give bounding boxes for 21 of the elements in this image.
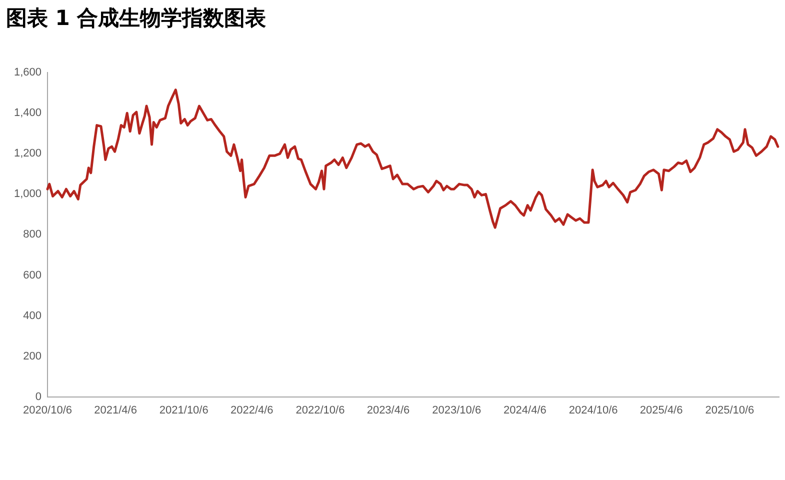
y-tick-label: 1,400 [14, 107, 42, 120]
x-tick-label: 2024/10/6 [568, 404, 618, 416]
x-tick-label: 2025/4/6 [640, 404, 683, 416]
x-tick-label: 2025/10/6 [705, 404, 754, 416]
x-tick-label: 2020/10/6 [23, 404, 72, 416]
x-tick-label: 2022/10/6 [296, 404, 345, 416]
y-tick-label: 1,000 [14, 188, 42, 200]
y-tick-label: 400 [23, 310, 42, 322]
x-tick-label: 2021/4/6 [94, 404, 137, 416]
y-tick-label: 1,200 [14, 148, 42, 160]
y-tick-label: 1,600 [14, 66, 42, 79]
y-tick-label: 0 [35, 390, 42, 403]
chart-title: 图表 1 合成生物学指数图表 [6, 5, 266, 32]
x-tick-label: 2023/10/6 [432, 404, 482, 416]
x-tick-label: 2023/4/6 [366, 404, 410, 416]
y-tick-label: 800 [23, 228, 42, 241]
x-tick-label: 2022/4/6 [230, 404, 274, 416]
x-tick-label: 2021/10/6 [159, 404, 208, 416]
y-tick-label: 600 [23, 269, 42, 282]
x-tick-label: 2024/4/6 [504, 404, 546, 416]
y-tick-label: 200 [23, 350, 42, 362]
